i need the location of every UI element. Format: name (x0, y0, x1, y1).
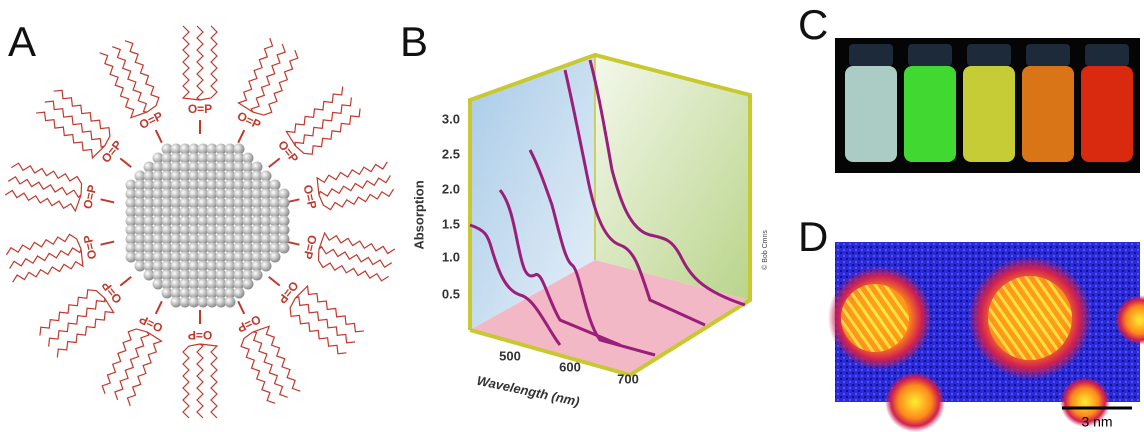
alkyl-chain (8, 177, 81, 198)
alkyl-chain (295, 297, 355, 343)
credit: © Bob Cmns (761, 230, 769, 270)
atom (225, 297, 236, 308)
atom (279, 243, 290, 254)
vial-cap (1085, 44, 1129, 66)
bond (269, 277, 280, 286)
alkyl-chain (290, 298, 346, 354)
alkyl-chain (54, 90, 110, 146)
tem-image (828, 242, 1144, 432)
bond (120, 277, 131, 286)
ligand-label: O=P (188, 102, 212, 116)
y-tick-label: 1.0 (442, 249, 460, 264)
alkyl-chain (57, 298, 113, 357)
y-axis-label: Absorption (411, 180, 426, 249)
y-tick-label: 0.5 (442, 286, 460, 301)
bond (120, 158, 131, 167)
bond (269, 158, 280, 167)
ligand-label: O=P (99, 278, 125, 306)
alkyl-chain (100, 53, 147, 118)
ligand-label: O=P (80, 183, 99, 210)
vial (1081, 66, 1133, 162)
ligand-label: O=P (275, 138, 301, 166)
panel-label: B (400, 18, 428, 65)
bond (238, 130, 244, 143)
ligand-label: O=P (275, 278, 301, 306)
atom (243, 279, 254, 290)
atom (261, 261, 272, 272)
vial (963, 66, 1015, 162)
alkyl-chain (13, 249, 83, 282)
absorption-plot: Absorption 3.0 2.5 2.0 1.5 1.0 0.5 500 600 700 W… (411, 55, 768, 409)
vial (1022, 66, 1074, 162)
ligand-label: O=P (137, 109, 165, 132)
x-tick-label: 700 (617, 371, 639, 386)
vial (845, 66, 897, 162)
alkyl-chain (11, 163, 81, 195)
bond (238, 301, 244, 314)
alkyl-chain (319, 247, 392, 268)
back-wall-right (595, 55, 750, 300)
alkyl-chain (238, 38, 272, 112)
y-tick-label: 1.5 (442, 216, 460, 231)
alkyl-chain (317, 162, 387, 195)
x-axis-label: Wavelength (nm) (476, 373, 581, 409)
ligand-label: O=P (235, 312, 263, 335)
ligand-label: O=P (235, 109, 263, 132)
panel-label: D (798, 213, 828, 260)
alkyl-chain (45, 101, 105, 147)
x-tick-label: 500 (499, 348, 521, 363)
ligand-label: O=P (99, 138, 125, 166)
alkyl-chain (318, 249, 388, 281)
bond (156, 130, 162, 143)
bond (101, 242, 115, 245)
scale-bar-label: 3 nm (1081, 414, 1112, 430)
ligand-label: O=P (137, 312, 165, 335)
y-tick-label: 2.0 (442, 181, 460, 196)
vial (904, 66, 956, 162)
bond (101, 199, 115, 202)
alkyl-chain (295, 286, 363, 332)
y-tick-label: 3.0 (442, 111, 460, 126)
alkyl-chain (197, 344, 203, 418)
panel-label: A (8, 18, 36, 65)
vial-cap (908, 44, 952, 66)
alkyl-chain (319, 175, 390, 196)
alkyl-chain (295, 108, 360, 154)
alkyl-chain (127, 332, 161, 406)
panel-label: C (798, 1, 828, 48)
ligand-label: O=P (300, 234, 319, 261)
vial-cap (1026, 44, 1070, 66)
alkyl-chain (10, 248, 81, 269)
alkyl-chain (36, 112, 104, 158)
alkyl-chain (183, 344, 200, 418)
bond (156, 301, 162, 314)
y-tick-label: 2.5 (442, 146, 460, 161)
alkyl-chain (200, 26, 217, 100)
x-tick-label: 600 (559, 359, 581, 374)
alkyl-chain (197, 26, 203, 100)
atom (252, 270, 263, 281)
ligand-label: O=P (188, 328, 212, 342)
alkyl-chain (253, 326, 300, 391)
alkyl-chain (125, 41, 159, 112)
alkyl-chain (286, 87, 342, 146)
atom (270, 252, 281, 263)
figure: A O=PO=PO=PO=PO=PO=PO=PO=PO=PO=PO=PO=PO=… (0, 0, 1144, 432)
alkyl-chain (241, 332, 275, 403)
alkyl-chain (40, 290, 105, 336)
atom (234, 288, 245, 299)
vial-cap (967, 44, 1011, 66)
vial-cap (849, 44, 893, 66)
ligand-label: O=P (300, 183, 319, 210)
nanocrystal-diagram: O=PO=PO=PO=PO=PO=PO=PO=PO=PO=PO=PO=PO=PO… (5, 26, 395, 418)
ligand-label: O=P (80, 234, 99, 261)
